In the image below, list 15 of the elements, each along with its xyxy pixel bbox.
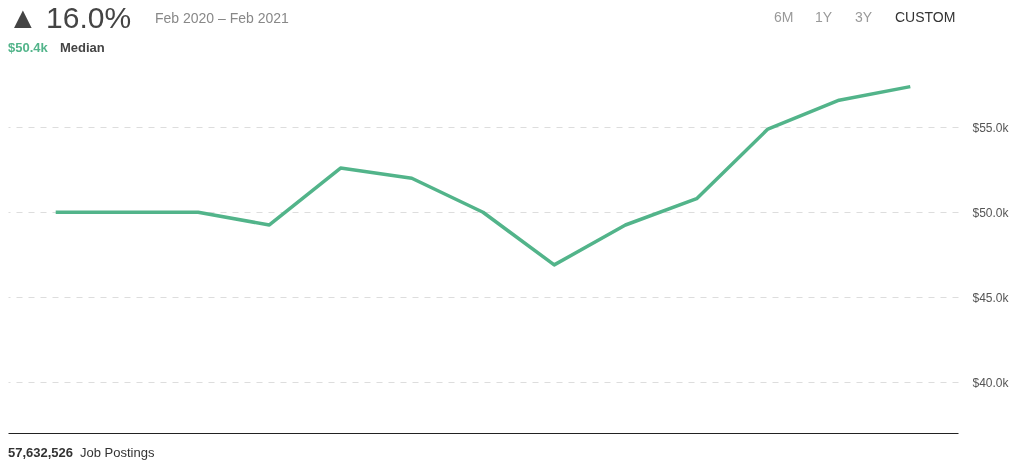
text: Job Postings — [80, 445, 155, 460]
annotation: 1Y — [815, 9, 833, 25]
annotation: Median — [60, 40, 105, 55]
chart-title: ▲ 16.0% — [8, 1, 132, 34]
annotation: 3Y — [855, 9, 873, 25]
y-tick-label: $40.0k — [972, 375, 1010, 390]
annotation: $50.4k — [8, 40, 49, 55]
y-tick-label: $50.0k — [972, 205, 1010, 220]
y-tick-label: $45.0k — [972, 290, 1010, 305]
line-series — [53, 84, 913, 267]
annotation: CUSTOM — [895, 9, 956, 25]
text: Feb 2020 – Feb 2021 — [155, 10, 290, 26]
y-tick-label: $55.0k — [972, 120, 1010, 135]
text: 57,632,526 — [8, 445, 74, 460]
annotation: 6M — [774, 9, 794, 25]
